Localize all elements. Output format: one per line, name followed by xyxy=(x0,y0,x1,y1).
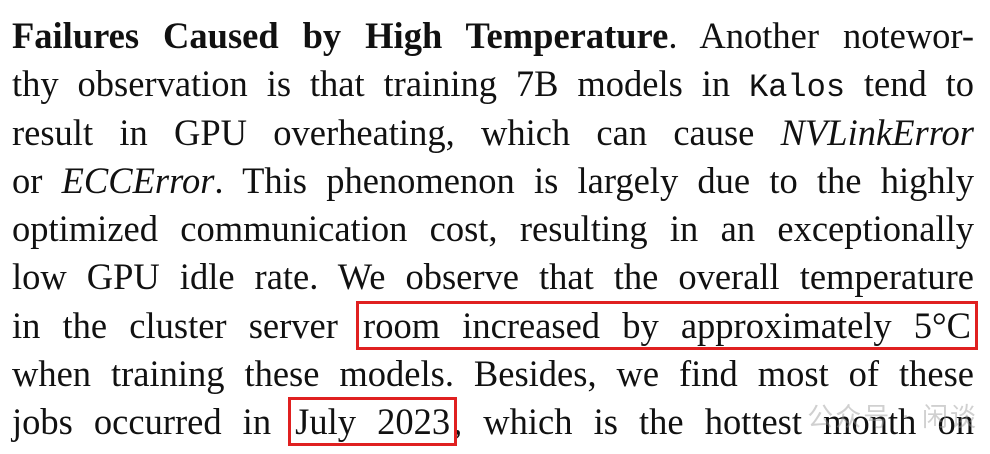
paper-paragraph: Failures Caused by High Temperature. Ano… xyxy=(12,12,978,447)
error-name-nvlink: NVLinkError xyxy=(780,111,974,153)
text-line-8: when training these models. Besides, we … xyxy=(12,353,974,395)
text-fragment: . This phenomenon is largely due to the … xyxy=(214,159,975,201)
text-line-9: jobs occurred in July 2023, which is the… xyxy=(12,397,974,447)
text-line-6: low GPU idle rate. We observe that the o… xyxy=(12,256,974,298)
text-line-7: in the cluster server room increased by … xyxy=(12,300,978,350)
text-fragment: , which is the hottest month on xyxy=(453,401,974,443)
paragraph-heading: Failures Caused by High Temperature xyxy=(12,15,669,56)
text-fragment: thy observation is that training 7B mode… xyxy=(12,63,749,105)
text-line-4: or ECCError. This phenomenon is largely … xyxy=(12,157,974,205)
text-fragment: result in GPU overheating, which can cau… xyxy=(12,111,781,153)
highlight-date: July 2023 xyxy=(288,397,458,447)
text-fragment: . Another notewor- xyxy=(668,15,975,56)
text-fragment: tend to xyxy=(845,63,975,105)
highlight-temperature: room increased by approximately 5°C xyxy=(356,300,978,350)
text-line-1: Failures Caused by High Temperature. Ano… xyxy=(12,12,974,60)
text-line-5: optimized communication cost, resulting … xyxy=(12,208,974,250)
system-name-code: Kalos xyxy=(749,69,846,107)
text-fragment: or xyxy=(12,159,62,201)
error-name-ecc: ECCError xyxy=(61,159,215,201)
text-fragment: in the cluster server xyxy=(12,304,361,346)
text-line-2: thy observation is that training 7B mode… xyxy=(12,60,974,108)
text-fragment: jobs occurred in xyxy=(12,401,293,443)
text-line-3: result in GPU overheating, which can cau… xyxy=(12,109,974,157)
